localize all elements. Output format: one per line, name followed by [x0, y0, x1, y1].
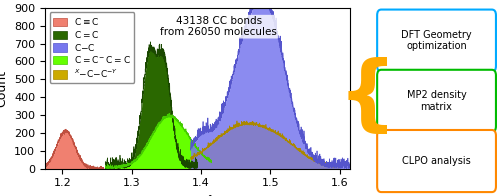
- Text: DFT Geometry
optimization: DFT Geometry optimization: [401, 30, 472, 51]
- FancyBboxPatch shape: [377, 10, 496, 72]
- Text: CLPO analysis: CLPO analysis: [402, 156, 471, 166]
- Text: MP2 density
matrix: MP2 density matrix: [406, 90, 467, 112]
- Y-axis label: Count: Count: [0, 70, 8, 107]
- Text: {: {: [338, 57, 398, 139]
- Legend: C$\equiv$C, C$=$C, C$-$C, C$=$C$^-$C$=$C, $^X$$-$C$-$C$^{-Y}$: C$\equiv$C, C$=$C, C$-$C, C$=$C$^-$C$=$C…: [50, 12, 134, 83]
- Text: 43138 CC bonds
from 26050 molecules: 43138 CC bonds from 26050 molecules: [160, 16, 278, 37]
- FancyBboxPatch shape: [377, 130, 496, 192]
- FancyBboxPatch shape: [377, 70, 496, 132]
- X-axis label: $l_{\mathrm{CC}},\,\AA$: $l_{\mathrm{CC}},\,\AA$: [180, 194, 214, 196]
